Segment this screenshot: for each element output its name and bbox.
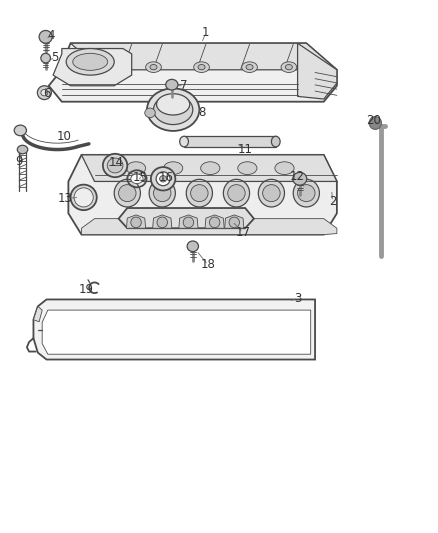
Text: 9: 9 <box>15 155 23 168</box>
Ellipse shape <box>147 88 199 131</box>
Ellipse shape <box>194 62 209 72</box>
Polygon shape <box>42 310 311 354</box>
Text: 8: 8 <box>198 106 205 119</box>
Ellipse shape <box>242 62 258 72</box>
Ellipse shape <box>258 179 285 207</box>
Ellipse shape <box>107 158 123 173</box>
Ellipse shape <box>151 167 175 190</box>
Text: 2: 2 <box>329 195 336 208</box>
Ellipse shape <box>156 94 190 115</box>
Ellipse shape <box>103 154 127 177</box>
Text: 13: 13 <box>58 192 73 205</box>
Ellipse shape <box>286 64 292 70</box>
Ellipse shape <box>201 162 220 174</box>
Ellipse shape <box>159 175 166 182</box>
Ellipse shape <box>186 179 212 207</box>
Ellipse shape <box>180 136 188 147</box>
Text: 15: 15 <box>133 171 148 184</box>
Ellipse shape <box>275 162 294 174</box>
Text: 19: 19 <box>78 284 93 296</box>
Ellipse shape <box>156 172 170 185</box>
Ellipse shape <box>131 217 141 228</box>
Polygon shape <box>184 136 276 147</box>
Ellipse shape <box>127 162 146 174</box>
Polygon shape <box>152 215 172 228</box>
Ellipse shape <box>41 53 50 63</box>
Text: 11: 11 <box>238 143 253 156</box>
Ellipse shape <box>246 64 253 70</box>
Ellipse shape <box>74 188 93 207</box>
Text: 12: 12 <box>290 169 305 183</box>
Polygon shape <box>71 43 337 70</box>
Ellipse shape <box>14 125 26 136</box>
Text: 18: 18 <box>201 259 215 271</box>
Ellipse shape <box>263 184 280 201</box>
Text: 3: 3 <box>294 292 301 305</box>
Ellipse shape <box>293 172 307 185</box>
Text: 7: 7 <box>180 79 188 92</box>
Ellipse shape <box>293 179 319 207</box>
Ellipse shape <box>238 162 257 174</box>
Polygon shape <box>205 215 224 228</box>
Ellipse shape <box>153 95 193 125</box>
Polygon shape <box>225 215 244 228</box>
Text: 16: 16 <box>159 171 174 184</box>
Text: 5: 5 <box>52 51 59 64</box>
Text: 4: 4 <box>47 29 55 42</box>
Polygon shape <box>81 155 337 181</box>
Ellipse shape <box>209 217 220 228</box>
Ellipse shape <box>369 117 381 130</box>
Ellipse shape <box>146 62 161 72</box>
Ellipse shape <box>41 90 48 96</box>
Ellipse shape <box>153 184 171 201</box>
Ellipse shape <box>281 62 297 72</box>
Polygon shape <box>179 215 198 228</box>
Polygon shape <box>53 49 132 86</box>
Polygon shape <box>68 155 337 235</box>
Ellipse shape <box>71 184 97 210</box>
Text: 1: 1 <box>202 26 210 39</box>
Ellipse shape <box>145 108 155 118</box>
Text: 10: 10 <box>57 130 71 143</box>
Text: 14: 14 <box>109 156 124 169</box>
Ellipse shape <box>150 64 157 70</box>
Ellipse shape <box>17 146 28 154</box>
Ellipse shape <box>66 49 114 75</box>
Text: 17: 17 <box>236 226 251 239</box>
Ellipse shape <box>166 79 178 90</box>
Polygon shape <box>297 43 337 99</box>
Polygon shape <box>81 219 337 235</box>
Polygon shape <box>119 208 254 228</box>
Text: 6: 6 <box>43 87 50 100</box>
Ellipse shape <box>131 174 143 183</box>
Ellipse shape <box>149 179 175 207</box>
Ellipse shape <box>272 136 280 147</box>
Ellipse shape <box>157 217 167 228</box>
Ellipse shape <box>228 184 245 201</box>
Ellipse shape <box>73 53 108 70</box>
Polygon shape <box>127 215 146 228</box>
Ellipse shape <box>198 64 205 70</box>
Polygon shape <box>33 306 42 322</box>
Polygon shape <box>33 300 315 360</box>
Ellipse shape <box>187 241 198 252</box>
Text: 20: 20 <box>367 114 381 127</box>
Ellipse shape <box>229 217 240 228</box>
Ellipse shape <box>163 162 183 174</box>
Ellipse shape <box>191 184 208 201</box>
Ellipse shape <box>297 184 315 201</box>
Ellipse shape <box>223 179 250 207</box>
Ellipse shape <box>119 184 136 201</box>
Ellipse shape <box>37 86 51 100</box>
Ellipse shape <box>114 179 141 207</box>
Polygon shape <box>49 43 337 102</box>
Ellipse shape <box>39 30 52 43</box>
Ellipse shape <box>183 217 194 228</box>
